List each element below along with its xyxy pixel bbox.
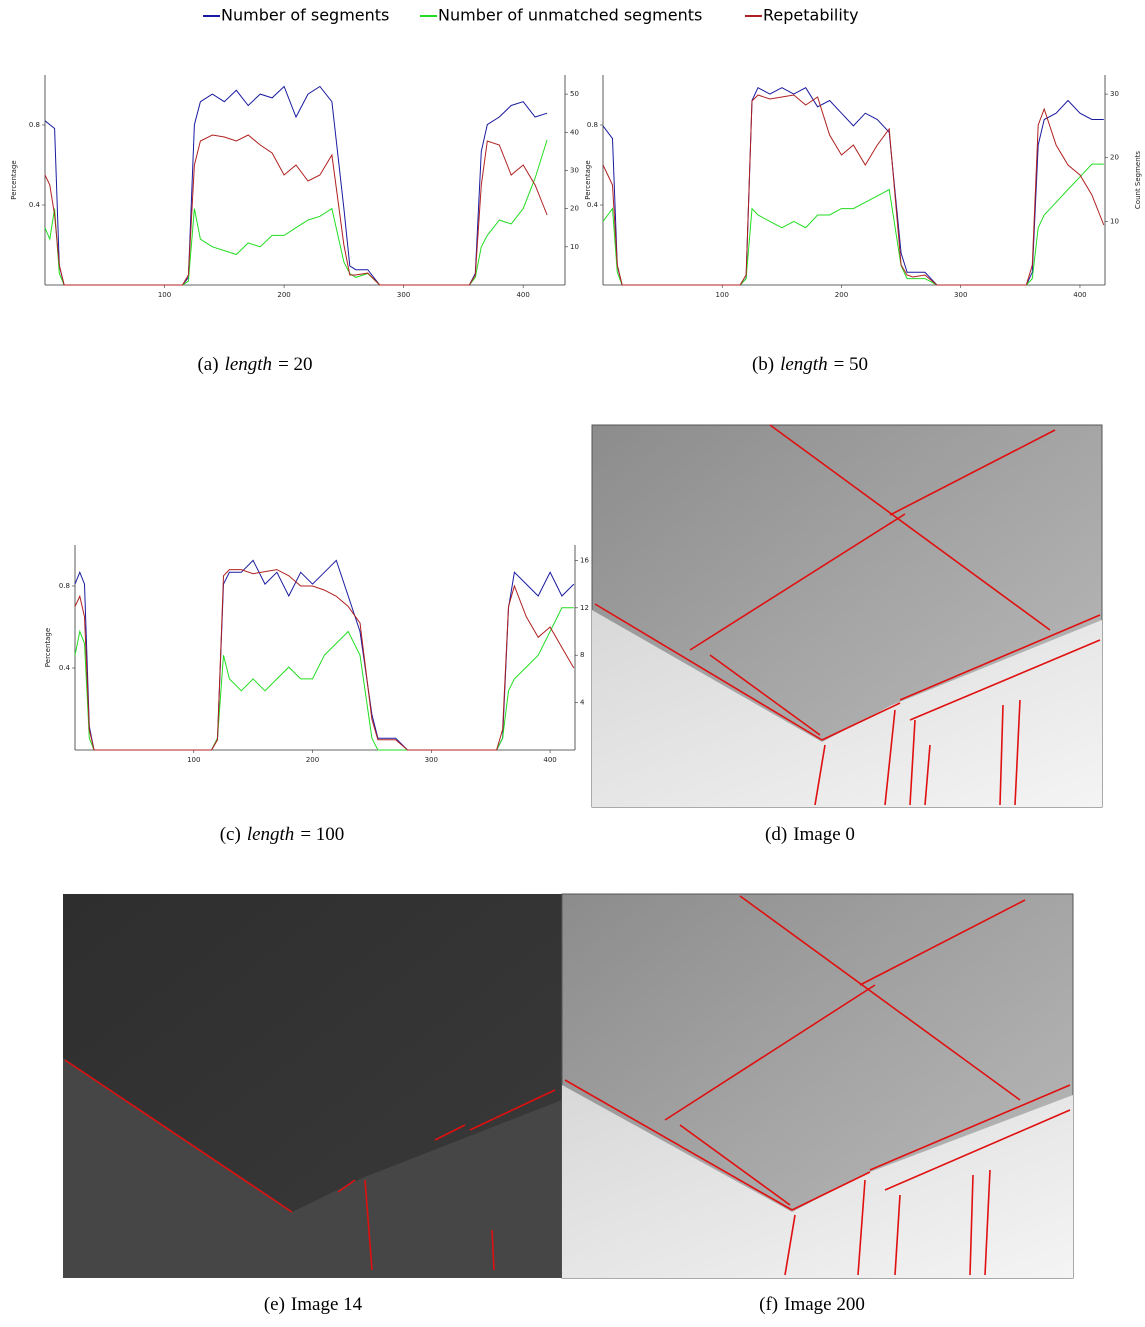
caption-label: (b) [752,354,774,375]
caption-label: (a) [197,354,218,375]
y2-tick-label: 30 [570,166,579,174]
x-tick-label: 100 [187,756,200,764]
line-chart: 100 200 300 400 0.4 0.8 4 8 12 16 Percentage [44,545,589,764]
series-line [44,85,548,286]
caption: (e) Image 14 [264,1294,363,1315]
legend-label: Number of segments [221,6,389,25]
y-tick-label: 0.8 [587,121,598,129]
y2-tick-label: 12 [580,604,589,612]
caption: (b) length = 50 [752,354,868,375]
caption-variable: length [247,824,295,845]
caption-label: (f) [759,1294,778,1315]
series-line [74,569,575,751]
series-line [44,139,548,286]
y-tick-label: 0.4 [29,201,41,209]
x-tick-label: 200 [306,756,319,764]
y2-tick-label: 20 [570,205,579,213]
caption-value: = 100 [300,824,344,845]
caption-value: = 50 [834,354,868,375]
y2-tick-label: 10 [570,243,579,251]
y-tick-label: 0.8 [29,121,40,129]
series-line [602,163,1104,286]
y-tick-label: 0.8 [59,582,70,590]
y-axis-label: Percentage [44,628,52,667]
y2-tick-label: 4 [580,699,585,707]
x-tick-label: 400 [543,756,556,764]
line-chart: 100 200 300 400 0.4 0.8 10 20 30 Percentage Count … [584,75,1142,299]
caption-text: Image 200 [784,1294,865,1315]
caption-label: (d) [765,824,787,845]
caption-variable: length [780,354,828,375]
y2-tick-label: 20 [1110,154,1119,162]
x-tick-label: 300 [397,291,410,299]
series-line [602,94,1105,286]
image-200 [561,893,1074,1279]
caption: (d) Image 0 [765,824,855,845]
image-0 [591,424,1103,808]
y-tick-label: 0.4 [59,664,71,672]
x-tick-label: 400 [1073,291,1086,299]
x-tick-label: 300 [425,756,438,764]
y-axis-label: Percentage [584,160,592,199]
caption: (c) length = 100 [220,824,345,845]
series-line [74,607,574,751]
y2-tick-label: 50 [570,90,579,98]
y2-tick-label: 16 [580,556,589,564]
line-chart: 100 200 300 400 0.4 0.8 10 20 30 40 50 Percentage [10,75,579,299]
y2-tick-label: 8 [580,651,584,659]
x-tick-label: 100 [716,291,729,299]
x-tick-label: 400 [516,291,529,299]
caption-variable: length [225,354,273,375]
y2-tick-label: 30 [1110,90,1119,98]
x-tick-label: 200 [835,291,848,299]
y2-tick-label: 40 [570,128,579,136]
x-tick-label: 200 [277,291,290,299]
y-tick-label: 0.4 [587,201,599,209]
caption-label: (e) [264,1294,285,1315]
caption-value: = 20 [278,354,312,375]
y2-tick-label: 10 [1110,217,1119,225]
legend-label: Repetability [763,6,859,25]
caption-text: Image 14 [291,1294,363,1315]
series-line [602,87,1104,286]
caption: (f) Image 200 [759,1294,865,1315]
y-axis-label: Percentage [10,160,18,199]
caption: (a) length = 20 [197,354,312,375]
image-14 [63,894,562,1278]
caption-text: Image 0 [793,824,855,845]
x-tick-label: 300 [954,291,967,299]
caption-label: (c) [220,824,241,845]
x-tick-label: 100 [158,291,171,299]
legend-label: Number of unmatched segments [438,6,702,25]
series-line [44,134,548,286]
y2-axis-label: Count Segments [1134,151,1142,210]
